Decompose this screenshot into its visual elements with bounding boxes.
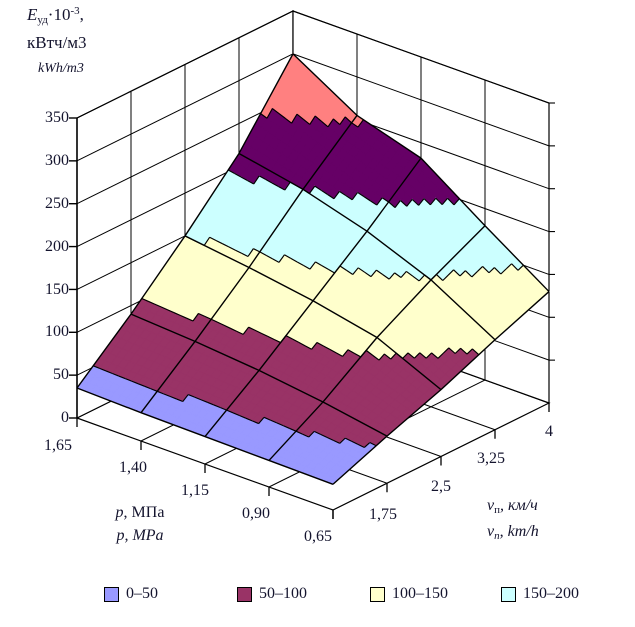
z-axis-symbol: E: [27, 5, 38, 24]
e-tick-250: 250: [45, 195, 69, 212]
z-axis-title: Eуд·10-3,: [27, 5, 84, 26]
z-axis-unit-ru: кВтч/м3: [27, 33, 87, 52]
legend-swatch: [237, 586, 252, 602]
z-axis-symbol-sub: уд: [37, 14, 48, 26]
v-axis-title-en: vп, km/h: [487, 523, 539, 542]
legend-item: 50–100: [237, 584, 307, 604]
legend-swatch: [104, 586, 119, 602]
p-tick-065: 0,65: [304, 528, 332, 545]
p-tick-165: 1,65: [44, 437, 72, 454]
p-axis-title-ru: p, МПа: [115, 504, 165, 521]
legend-label: 0–50: [126, 585, 158, 602]
legend-swatch: [370, 586, 385, 602]
legend-label: 150–200: [523, 585, 579, 602]
v-axis-title-ru: vп, км/ч: [487, 497, 538, 516]
e-tick-0: 0: [61, 409, 69, 426]
e-tick-300: 300: [45, 152, 69, 169]
e-tick-200: 200: [45, 238, 69, 255]
legend-item: 100–150: [370, 584, 448, 604]
p-axis-title-en: p, MPa: [116, 527, 164, 544]
e-tick-50: 50: [53, 366, 69, 383]
legend-label: 50–100: [259, 585, 307, 602]
p-tick-140: 1,40: [119, 459, 147, 476]
z-axis-unit-en: kWh/m3: [38, 61, 84, 76]
legend-label: 100–150: [392, 585, 448, 602]
legend-item: 150–200: [501, 584, 579, 604]
v-tick-175: 1,75: [369, 506, 397, 523]
e-tick-150: 150: [45, 281, 69, 298]
v-tick-4: 4: [545, 423, 553, 440]
p-tick-090: 0,90: [242, 505, 270, 522]
legend-swatch: [501, 586, 516, 602]
e-tick-350: 350: [45, 109, 69, 126]
e-tick-100: 100: [45, 323, 69, 340]
v-tick-325: 3,25: [477, 450, 505, 467]
legend-item: 0–50: [104, 584, 158, 604]
v-tick-25: 2,5: [431, 478, 451, 495]
p-tick-115: 1,15: [181, 482, 209, 499]
